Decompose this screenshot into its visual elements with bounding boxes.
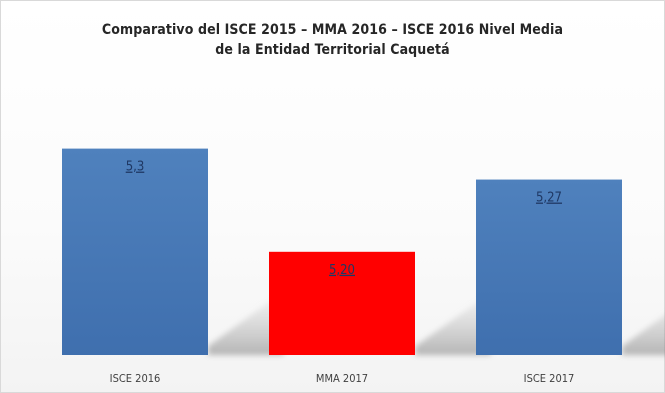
x-tick-label: ISCE 2016 bbox=[110, 372, 161, 385]
bar-isce-2016 bbox=[62, 148, 208, 355]
bar-shadow bbox=[622, 315, 665, 355]
chart-title: Comparativo del ISCE 2015 – MMA 2016 – I… bbox=[60, 20, 605, 60]
chart-title-line-2: de la Entidad Territorial Caquetá bbox=[215, 42, 450, 58]
data-label: 5,27 bbox=[536, 191, 562, 206]
chart-title-line-1: Comparativo del ISCE 2015 – MMA 2016 – I… bbox=[101, 22, 564, 38]
x-tick-label: MMA 2017 bbox=[316, 372, 368, 385]
bar-isce-2017 bbox=[476, 179, 622, 355]
data-label: 5,3 bbox=[126, 160, 145, 175]
data-label: 5,20 bbox=[329, 263, 355, 278]
x-tick-label: ISCE 2017 bbox=[524, 372, 575, 385]
bar-mma-2017 bbox=[269, 251, 415, 355]
bar-shadow bbox=[415, 298, 491, 355]
bar-shadow bbox=[208, 297, 284, 355]
